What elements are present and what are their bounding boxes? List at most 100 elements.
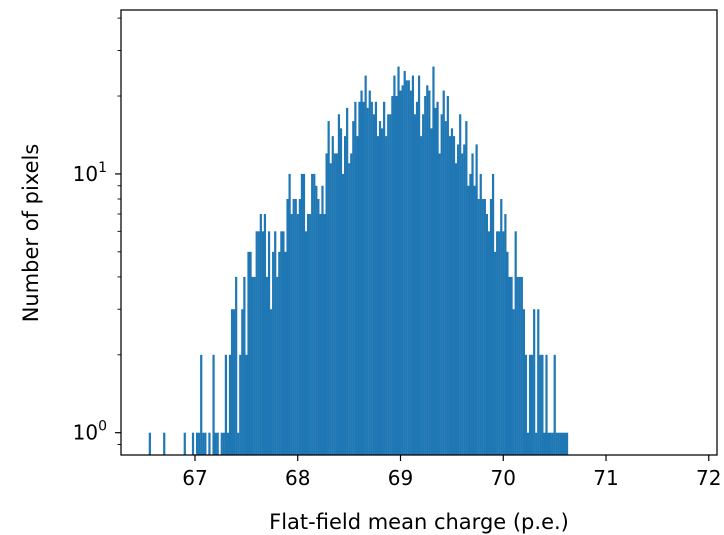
histogram-bar	[469, 173, 472, 456]
histogram-bar	[233, 309, 236, 455]
histogram-bar	[397, 66, 400, 455]
histogram-bar	[148, 432, 151, 455]
histogram-bar	[504, 214, 507, 455]
histogram-bar	[183, 432, 186, 455]
histogram-bar	[541, 354, 544, 455]
histogram-bar	[438, 153, 441, 455]
y-axis-title: Number of pixels	[19, 144, 43, 323]
histogram-bar	[368, 90, 371, 455]
histogram-bar	[356, 136, 359, 456]
histogram-bar	[228, 354, 232, 455]
histogram-bar	[415, 101, 419, 455]
histogram-bar	[265, 276, 269, 455]
histogram-bar	[329, 163, 332, 455]
histogram-bar	[479, 173, 482, 456]
histogram-bar	[420, 136, 423, 456]
histogram-bar	[547, 432, 550, 455]
histogram-bar	[257, 231, 260, 455]
histogram-bar	[378, 121, 382, 455]
histogram-bar	[549, 432, 552, 455]
histogram-bar	[226, 432, 230, 455]
histogram-bar	[245, 354, 248, 455]
histogram-bar	[372, 114, 375, 455]
histogram-bar	[426, 85, 429, 455]
histogram-bar	[500, 199, 503, 455]
histogram-bar	[543, 432, 546, 455]
histogram-bar	[288, 173, 291, 456]
histogram-bar	[202, 432, 205, 455]
histogram-bar	[463, 144, 466, 455]
histogram-bar	[198, 432, 201, 455]
histogram-bar	[362, 101, 365, 455]
histogram-bar	[424, 96, 427, 455]
histogram-bar	[350, 153, 353, 455]
histogram-bar	[163, 432, 166, 455]
histogram-bar	[200, 354, 203, 455]
histogram-bar	[323, 214, 326, 455]
histogram-bar	[341, 173, 345, 456]
histogram-bar	[317, 199, 320, 455]
histogram-bar	[514, 231, 517, 455]
histogram-bar	[366, 107, 369, 456]
histogram-bar	[496, 231, 499, 455]
histogram-bar	[452, 136, 456, 456]
histogram-bar	[428, 90, 431, 455]
histogram-bar	[498, 231, 501, 455]
histogram-bar	[315, 185, 318, 455]
histogram-bar	[477, 199, 480, 455]
histogram-bar	[434, 107, 437, 456]
histogram-bar	[343, 136, 347, 456]
histogram-bar	[401, 85, 404, 455]
histogram-bar	[465, 121, 468, 455]
histogram-bar	[261, 231, 264, 455]
histogram-bar	[278, 251, 281, 455]
histogram-bar	[335, 153, 338, 455]
histogram-bar	[331, 136, 334, 456]
histogram-bar	[487, 231, 491, 455]
histogram-bar	[409, 90, 412, 455]
histogram-bar	[563, 432, 567, 455]
histogram-bar	[325, 153, 328, 455]
histogram-bar	[216, 432, 219, 455]
histogram-bar	[321, 185, 324, 455]
histogram-bar	[370, 101, 373, 455]
histogram-bar	[272, 251, 275, 455]
histogram-bar	[196, 432, 199, 455]
x-tick-label: 70	[491, 466, 516, 490]
histogram-bar	[537, 309, 540, 455]
histogram-bar	[313, 173, 316, 456]
histogram-bar	[339, 128, 343, 456]
histogram-bar	[302, 173, 306, 456]
histogram-bar	[333, 153, 336, 455]
histogram-bar	[557, 432, 560, 455]
histogram-bar	[376, 136, 380, 456]
histogram-bar	[214, 432, 217, 455]
histogram-bar	[422, 114, 425, 455]
histogram-bar	[364, 75, 367, 455]
histogram-bar	[346, 107, 349, 456]
histogram-bar	[407, 80, 410, 455]
y-axis: 100 101	[73, 17, 121, 445]
histogram-bar	[483, 199, 486, 455]
histogram-bar	[220, 432, 223, 455]
histogram-bar	[506, 251, 509, 455]
histogram-bar	[391, 96, 394, 455]
histogram-bar	[510, 276, 513, 455]
histogram-bar	[446, 96, 449, 455]
histogram-bar	[385, 136, 388, 456]
histogram-bar	[247, 251, 250, 455]
histogram-bar	[235, 276, 238, 455]
histogram-bar	[267, 231, 271, 455]
histogram-bar	[565, 432, 569, 455]
histogram-bar	[442, 90, 445, 455]
histogram-bar	[522, 309, 525, 455]
histogram-bar	[243, 276, 246, 455]
histogram-bar	[561, 432, 565, 455]
histogram-bar	[212, 354, 215, 455]
histogram-bar	[249, 251, 252, 455]
histogram-bar	[457, 144, 460, 455]
histogram-bar	[551, 432, 554, 455]
y-tick-label: 100	[73, 419, 107, 445]
